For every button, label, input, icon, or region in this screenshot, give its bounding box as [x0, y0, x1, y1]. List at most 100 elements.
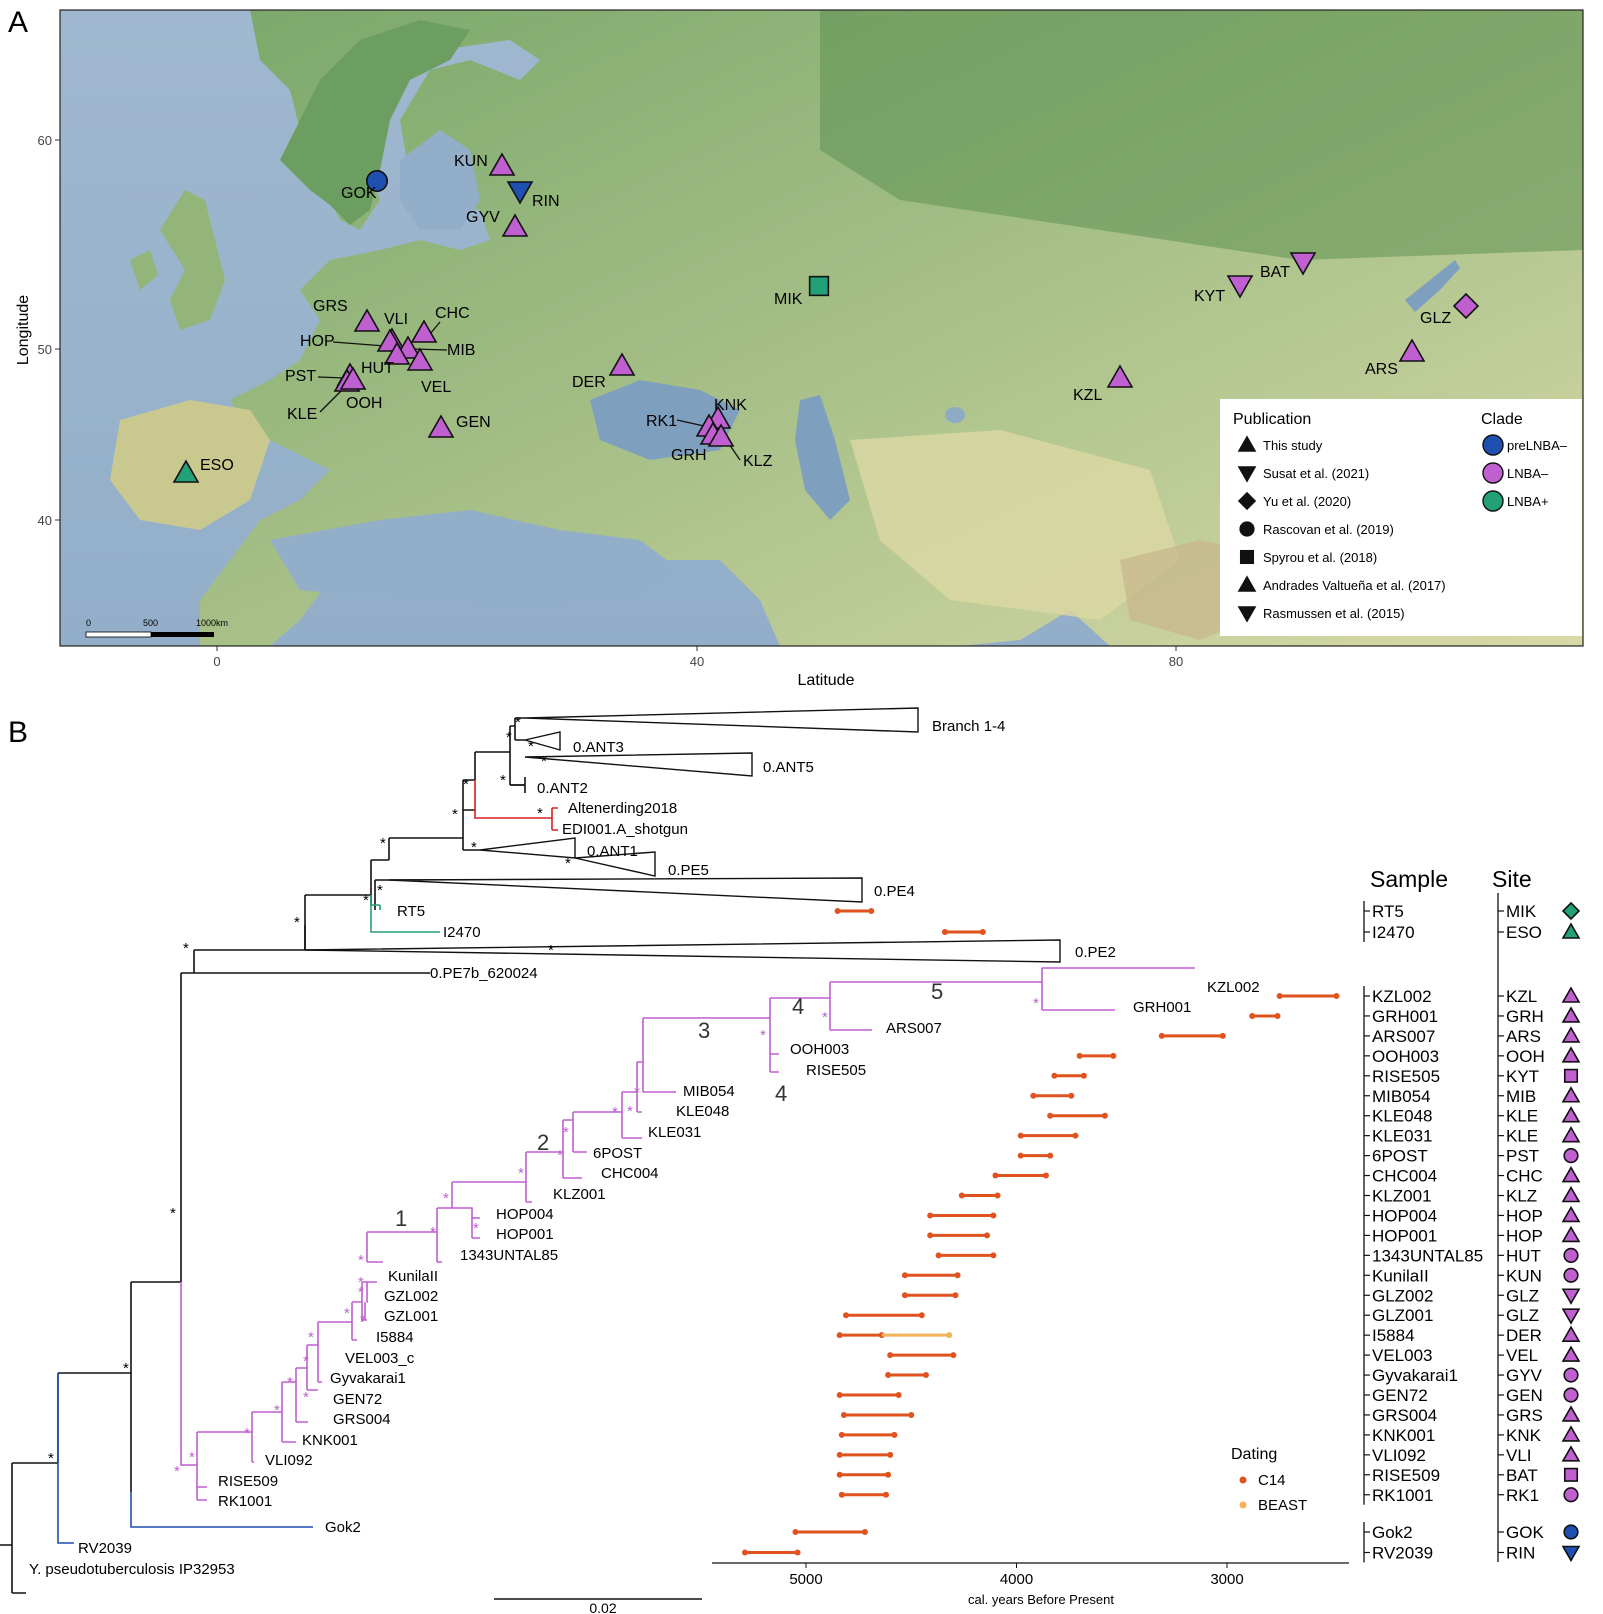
site-label: CHC [435, 305, 470, 322]
clade-label: 0.ANT1 [587, 843, 638, 860]
dating-range-6post [1017, 1152, 1054, 1159]
sample-row: RT5 MIK [1364, 901, 1581, 921]
support-mark: * [627, 1103, 633, 1120]
legend-clade-swatch [1482, 490, 1504, 512]
leaf-label: GZL002 [384, 1288, 438, 1305]
sample-name: Gyvakarai1 [1372, 1366, 1458, 1385]
dating-range-hop001 [927, 1232, 991, 1239]
site-shape-glz [1561, 1288, 1581, 1305]
legend-shape-circle [1239, 521, 1255, 537]
y-axis-label: Longitude [15, 295, 32, 365]
c14-point [895, 1392, 902, 1398]
leaf-label: GZL001 [384, 1308, 438, 1325]
dating-range-rt5 [834, 908, 875, 914]
dating-range-mib054 [1030, 1092, 1075, 1099]
site-shape-hop [1561, 1225, 1581, 1243]
c14-point [842, 1312, 849, 1319]
site-marker-kzl [1106, 364, 1134, 388]
pre-lnba-branch [57, 1373, 313, 1544]
lnba-plus-branch [370, 895, 440, 933]
site-code: BAT [1506, 1466, 1538, 1485]
c14-point [1274, 1012, 1281, 1019]
sample-row: KLE048 KLE [1364, 1106, 1581, 1126]
sample-name: RT5 [1372, 902, 1404, 921]
site-code: GLZ [1506, 1286, 1539, 1305]
site-marker-ooh [339, 366, 367, 390]
site-marker-mik [808, 275, 830, 297]
sample-name: ARS007 [1372, 1027, 1435, 1046]
c14-point [891, 1431, 898, 1438]
site-code: KLZ [1506, 1187, 1537, 1206]
site-marker-kun [488, 152, 516, 176]
support-mark: * [541, 753, 547, 770]
dating-range-vli092 [836, 1451, 894, 1458]
site-label: VEL [421, 379, 451, 396]
dating-range-i5884 [836, 1332, 953, 1339]
dating-range-kle048 [1047, 1112, 1108, 1119]
leaf-label: 0.PE7b_620024 [430, 965, 538, 982]
c14-point [887, 1352, 894, 1359]
sample-row: I2470 ESO [1364, 922, 1581, 942]
support-mark: * [452, 806, 458, 823]
support-mark: * [473, 1220, 479, 1237]
site-shape-gok [1563, 1524, 1579, 1540]
y-tick: 60 [38, 133, 52, 148]
collapsed-clades [304, 707, 1061, 963]
leaf-label: 6POST [593, 1145, 642, 1162]
scalebar-label: 500 [143, 618, 158, 628]
sample-row: KLZ001 KLZ [1364, 1185, 1581, 1206]
site-header: Site [1492, 866, 1532, 892]
site-shape-kyt [1563, 1068, 1579, 1083]
sample-row: KunilaII KUN [1364, 1266, 1579, 1285]
site-marker-eso [172, 459, 200, 483]
map-scalebar: 0 500 1000km [85, 618, 228, 638]
leaf-label: MIB054 [683, 1083, 735, 1100]
site-code: CHC [1506, 1167, 1543, 1186]
clade-label: 0.PE4 [874, 883, 915, 900]
c14-point [994, 1192, 1001, 1199]
site-label: GOK [341, 185, 377, 202]
site-shape-ars [1561, 1026, 1581, 1043]
site-marker-chc [410, 319, 438, 343]
phylogenetic-tree: * * * * * * * * * * * * * * * * * * * * … [0, 707, 1260, 1614]
support-mark: * [500, 772, 506, 789]
support-mark: * [308, 1329, 314, 1346]
c14-point [1110, 1052, 1117, 1059]
site-code: GRS [1506, 1406, 1543, 1425]
map-legend: Publication Clade This study Susat et al.… [1220, 399, 1582, 636]
tree-scalebar: 0.02 [494, 1598, 702, 1614]
site-shape-vli [1561, 1445, 1581, 1462]
site-code: VLI [1506, 1446, 1532, 1465]
site-label: KNK [714, 397, 747, 414]
sample-name: KLE048 [1372, 1107, 1433, 1126]
leaf-label: RISE505 [806, 1062, 866, 1079]
leaf-label: GEN72 [333, 1391, 382, 1408]
support-mark: * [358, 1284, 364, 1301]
c14-point [836, 1451, 843, 1458]
c14-point [950, 1352, 957, 1359]
legend-clade-item: LNBA+ [1507, 494, 1549, 509]
support-mark: * [380, 835, 386, 852]
dating-range-kunilaii [901, 1272, 961, 1279]
c14-point [984, 1232, 991, 1239]
dating-range-grs004 [840, 1411, 915, 1418]
sample-name: RV2039 [1372, 1544, 1433, 1563]
site-shape-gyv [1563, 1367, 1579, 1383]
c14-point [838, 1431, 845, 1438]
clade-label: 0.ANT3 [573, 739, 624, 756]
c14-point [1158, 1032, 1165, 1039]
site-shape-ooh [1561, 1046, 1581, 1063]
support-mark: * [1033, 995, 1039, 1012]
support-mark: * [430, 1224, 436, 1241]
site-code: DER [1506, 1326, 1542, 1345]
support-mark: * [518, 1165, 524, 1182]
support-marks: * * * * * * * * * * * * * * * * * * * [48, 714, 571, 1467]
site-shape-gen [1563, 1387, 1579, 1403]
c14-point [927, 1232, 934, 1239]
leaf-label: Gyvakarai1 [330, 1370, 406, 1387]
site-marker-gok [365, 170, 388, 193]
c14-point [741, 1549, 748, 1556]
c14-point [958, 1192, 965, 1199]
dating-range-kle031 [1017, 1132, 1079, 1139]
